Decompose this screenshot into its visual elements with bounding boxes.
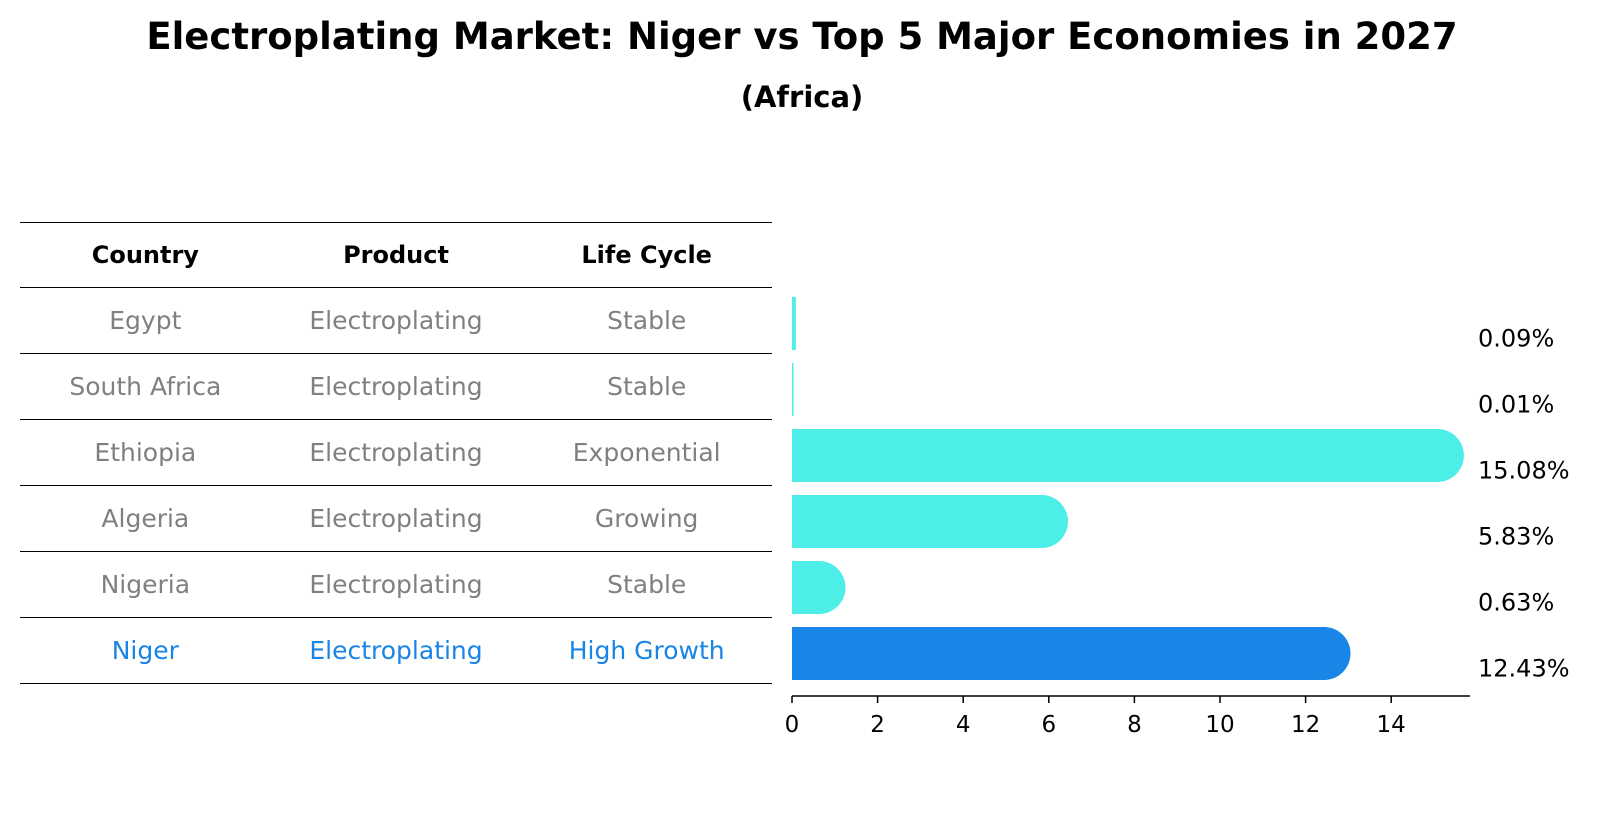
cell-product: Electroplating [309,306,483,335]
bar-algeria [792,495,1069,548]
cell-life-cycle: Growing [594,504,699,533]
cell-country: Ethiopia [94,438,197,467]
table-row-highlight: Niger Electroplating High Growth [20,618,772,684]
cell-life-cycle: Stable [607,306,687,335]
x-tick-label: 6 [1041,712,1056,738]
cell-country: South Africa [69,372,222,401]
data-table: Country Product Life Cycle Egypt Electro… [20,222,772,684]
cell-product: Electroplating [309,636,483,665]
bar-niger [792,627,1351,680]
bar-nigeria [792,561,846,614]
table-row: South Africa Electroplating Stable [20,354,772,420]
bar-ethiopia [792,429,1464,482]
table-row: Ethiopia Electroplating Exponential [20,420,772,486]
x-tick-label: 4 [956,712,971,738]
cell-country: Egypt [109,306,182,335]
x-tick-label: 2 [870,712,885,738]
cell-life-cycle: Stable [607,372,687,401]
bar-south-africa [792,363,794,416]
cell-product: Electroplating [309,504,483,533]
cell-product: Electroplating [309,372,483,401]
x-tick-label: 10 [1205,712,1234,738]
header-country: Country [91,241,199,269]
cell-product: Electroplating [309,438,483,467]
value-label: 0.63% [1478,589,1554,617]
cell-country: Nigeria [100,570,191,599]
table-row: Nigeria Electroplating Stable [20,552,772,618]
chart-subtitle: (Africa) [740,80,864,114]
value-label: 12.43% [1478,655,1570,683]
x-tick-label: 0 [785,712,800,738]
table-row: Algeria Electroplating Growing [20,486,772,552]
value-label: 0.01% [1478,391,1554,419]
value-label: 15.08% [1478,457,1570,485]
x-tick-label: 8 [1127,712,1142,738]
header-product: Product [343,241,449,269]
table-header-row: Country Product Life Cycle [20,222,772,288]
cell-country: Algeria [101,504,190,533]
value-label: 0.09% [1478,325,1554,353]
cell-life-cycle: Stable [607,570,687,599]
value-label: 5.83% [1478,523,1554,551]
x-tick-label: 12 [1291,712,1320,738]
cell-product: Electroplating [309,570,483,599]
header-life-cycle: Life Cycle [581,241,712,269]
bar-egypt [792,297,796,350]
cell-life-cycle: Exponential [572,438,721,467]
table-row: Egypt Electroplating Stable [20,288,772,354]
cell-life-cycle: High Growth [568,636,725,665]
x-tick-label: 14 [1377,712,1406,738]
chart-title: Electroplating Market: Niger vs Top 5 Ma… [146,15,1458,58]
cell-country: Niger [111,636,179,665]
